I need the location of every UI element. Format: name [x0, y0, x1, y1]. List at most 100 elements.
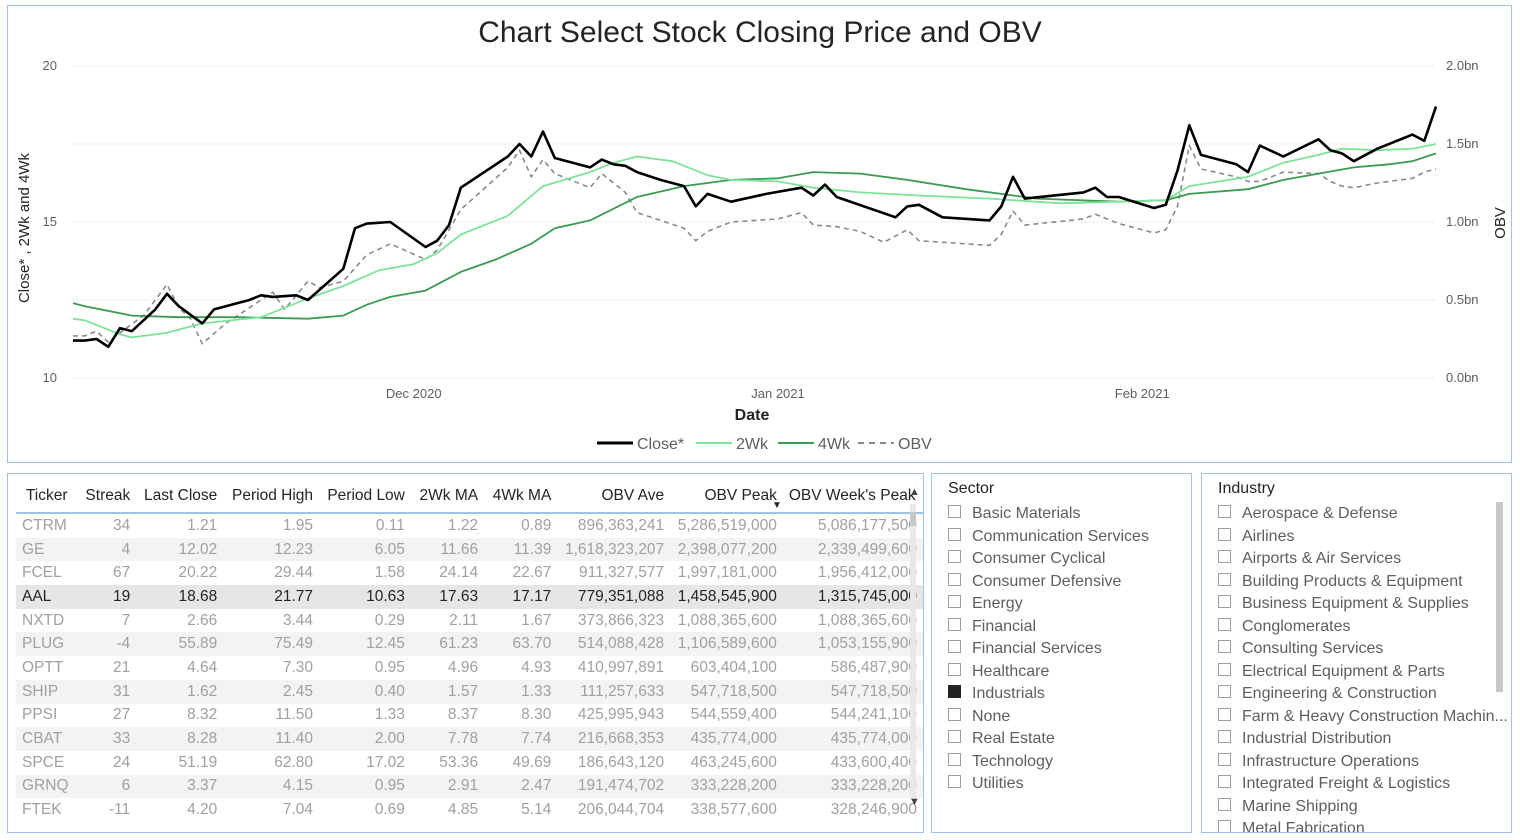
checkbox[interactable]	[948, 617, 961, 631]
table-cell: 206,044,704	[577, 801, 665, 819]
table-row[interactable]: CBAT 33 8.28 11.40 2.00 7.78 7.74 216,668,353 43…	[16, 727, 923, 751]
column-header[interactable]: 4Wk MA	[484, 480, 558, 514]
industry-item[interactable]: Airlines	[1218, 527, 1294, 547]
sector-item[interactable]: Consumer Cyclical	[948, 549, 1105, 569]
checkbox[interactable]	[948, 550, 961, 564]
sector-item[interactable]: Financial	[948, 617, 1036, 637]
checkbox[interactable]	[1218, 730, 1231, 744]
table-scrollbar[interactable]	[910, 504, 916, 800]
checkbox[interactable]	[948, 707, 961, 721]
checkbox[interactable]	[1218, 550, 1231, 564]
checkbox[interactable]	[1218, 662, 1231, 676]
sector-item[interactable]: None	[948, 707, 1010, 727]
column-header[interactable]: OBV Week's Peak	[782, 480, 923, 514]
table-row[interactable]: CTRM 34 1.21 1.95 0.11 1.22 0.89 896,363,241 5,2…	[16, 513, 923, 538]
checkbox[interactable]	[948, 505, 961, 519]
legend-label[interactable]: OBV	[898, 436, 932, 453]
legend-label[interactable]: 2Wk	[736, 436, 769, 453]
checkbox[interactable]	[1218, 797, 1231, 811]
checkbox[interactable]	[948, 640, 961, 654]
table-row[interactable]: NXTD 7 2.66 3.44 0.29 2.11 1.67 373,866,323 1,08…	[16, 609, 923, 633]
sector-item[interactable]: Industrials	[948, 684, 1045, 704]
sector-item[interactable]: Consumer Defensive	[948, 572, 1121, 592]
table-row[interactable]: FCEL 67 20.22 29.44 1.58 24.14 22.67 911,327,57…	[16, 561, 923, 585]
checkbox[interactable]	[948, 572, 961, 586]
table-row[interactable]: OPTT 21 4.64 7.30 0.95 4.96 4.93 410,997,891 603…	[16, 656, 923, 680]
table-cell: 49.69	[512, 753, 552, 771]
series-line-obv[interactable]	[73, 144, 1437, 345]
column-header[interactable]: Period Low	[319, 480, 411, 514]
table-row[interactable]: PLUG -4 55.89 75.49 12.45 61.23 63.70 514,088,4…	[16, 632, 923, 657]
sector-item[interactable]: Basic Materials	[948, 504, 1080, 524]
column-header[interactable]: Ticker	[16, 480, 78, 514]
checkbox[interactable]	[1218, 595, 1231, 609]
checkbox[interactable]	[1218, 685, 1231, 699]
checkbox[interactable]	[948, 775, 961, 789]
sector-item[interactable]: Energy	[948, 594, 1023, 614]
table-row[interactable]: SHIP 31 1.62 2.45 0.40 1.57 1.33 111,257,633 547…	[16, 679, 923, 704]
table-cell: SHIP	[16, 679, 78, 704]
industry-item[interactable]: Farm & Heavy Construction Machin...	[1218, 707, 1508, 727]
industry-scrollbar-thumb[interactable]	[1496, 502, 1503, 692]
industry-item[interactable]: Marine Shipping	[1218, 797, 1358, 817]
stock-table-visual[interactable]: Ticker Streak Last Close Period High Period …	[7, 473, 924, 833]
industry-item[interactable]: Integrated Freight & Logistics	[1218, 774, 1450, 794]
industry-item[interactable]: Airports & Air Services	[1218, 549, 1401, 569]
checkbox[interactable]	[1218, 640, 1231, 654]
table-row[interactable]: PPSI 27 8.32 11.50 1.33 8.37 8.30 425,995,943 54…	[16, 704, 923, 728]
sector-item[interactable]: Technology	[948, 752, 1053, 772]
checkbox[interactable]	[948, 662, 961, 676]
industry-item[interactable]: Electrical Equipment & Parts	[1218, 662, 1445, 682]
industry-item[interactable]: Industrial Distribution	[1218, 729, 1391, 749]
x-tick-label: Dec 2020	[386, 386, 442, 401]
table-row[interactable]: GE 4 12.02 12.23 6.05 11.66 11.39 1,618,323,207…	[16, 537, 923, 562]
checkbox[interactable]	[1218, 617, 1231, 631]
checkbox[interactable]	[948, 595, 961, 609]
table-scrollbar-thumb[interactable]	[910, 512, 916, 526]
checkbox[interactable]	[1218, 707, 1231, 721]
series-line-4wk[interactable]	[72, 152, 1437, 320]
checkbox[interactable]	[1218, 527, 1231, 541]
industry-item[interactable]: Conglomerates	[1218, 617, 1351, 637]
industry-item[interactable]: Consulting Services	[1218, 639, 1383, 659]
checkbox[interactable]	[1218, 775, 1231, 789]
column-header[interactable]: OBV Ave	[557, 480, 671, 514]
series-line-2wk[interactable]	[72, 143, 1437, 339]
sector-item[interactable]: Real Estate	[948, 729, 1055, 749]
column-header[interactable]: Streak	[77, 480, 137, 514]
checkbox[interactable]	[948, 752, 961, 766]
series-line-close[interactable]	[73, 106, 1438, 349]
sector-item[interactable]: Communication Services	[948, 527, 1149, 547]
industry-item[interactable]: Infrastructure Operations	[1218, 752, 1419, 772]
checkbox[interactable]	[1218, 572, 1231, 586]
sector-item[interactable]: Financial Services	[948, 639, 1102, 659]
column-header[interactable]: OBV Peak	[670, 480, 783, 514]
column-header[interactable]: Last Close	[136, 480, 224, 514]
scroll-up-icon[interactable]: ▲	[909, 486, 920, 498]
table-row[interactable]: SPCE 24 51.19 62.80 17.02 53.36 49.69 186,643,1…	[16, 751, 923, 775]
sector-slicer[interactable]: Sector Basic Materials Communication Serv…	[931, 473, 1192, 833]
legend-label[interactable]: 4Wk	[818, 436, 851, 453]
sector-item[interactable]: Healthcare	[948, 662, 1049, 682]
industry-item[interactable]: Business Equipment & Supplies	[1218, 594, 1469, 614]
table-row[interactable]: GRNQ 6 3.37 4.15 0.95 2.91 2.47 191,474,702 333,…	[16, 774, 923, 799]
checkbox[interactable]	[948, 527, 961, 541]
table-row[interactable]: FTEK -11 4.20 7.04 0.69 4.85 5.14 206,044,704 33…	[16, 798, 923, 822]
chart-visual[interactable]: Chart Select Stock Closing Price and OBV…	[7, 5, 1512, 463]
industry-item[interactable]: Metal Fabrication	[1218, 819, 1365, 832]
checkbox[interactable]	[948, 730, 961, 744]
checkbox[interactable]	[948, 685, 961, 699]
checkbox[interactable]	[1218, 505, 1231, 519]
industry-slicer[interactable]: Industry Aerospace & Defense Airlines Airp…	[1201, 473, 1512, 833]
industry-item[interactable]: Building Products & Equipment	[1218, 572, 1463, 592]
checkbox[interactable]	[1218, 820, 1231, 832]
column-header[interactable]: Period High	[223, 480, 320, 514]
legend-label[interactable]: Close*	[637, 436, 684, 453]
sector-item[interactable]: Utilities	[948, 774, 1024, 794]
industry-item[interactable]: Aerospace & Defense	[1218, 504, 1398, 524]
table-row[interactable]: AAL 19 18.68 21.77 10.63 17.63 17.17 779,351,08…	[16, 585, 923, 609]
column-header[interactable]: 2Wk MA	[410, 480, 485, 514]
checkbox[interactable]	[1218, 752, 1231, 766]
industry-item[interactable]: Engineering & Construction	[1218, 684, 1437, 704]
scroll-down-icon[interactable]: ▼	[909, 796, 920, 808]
